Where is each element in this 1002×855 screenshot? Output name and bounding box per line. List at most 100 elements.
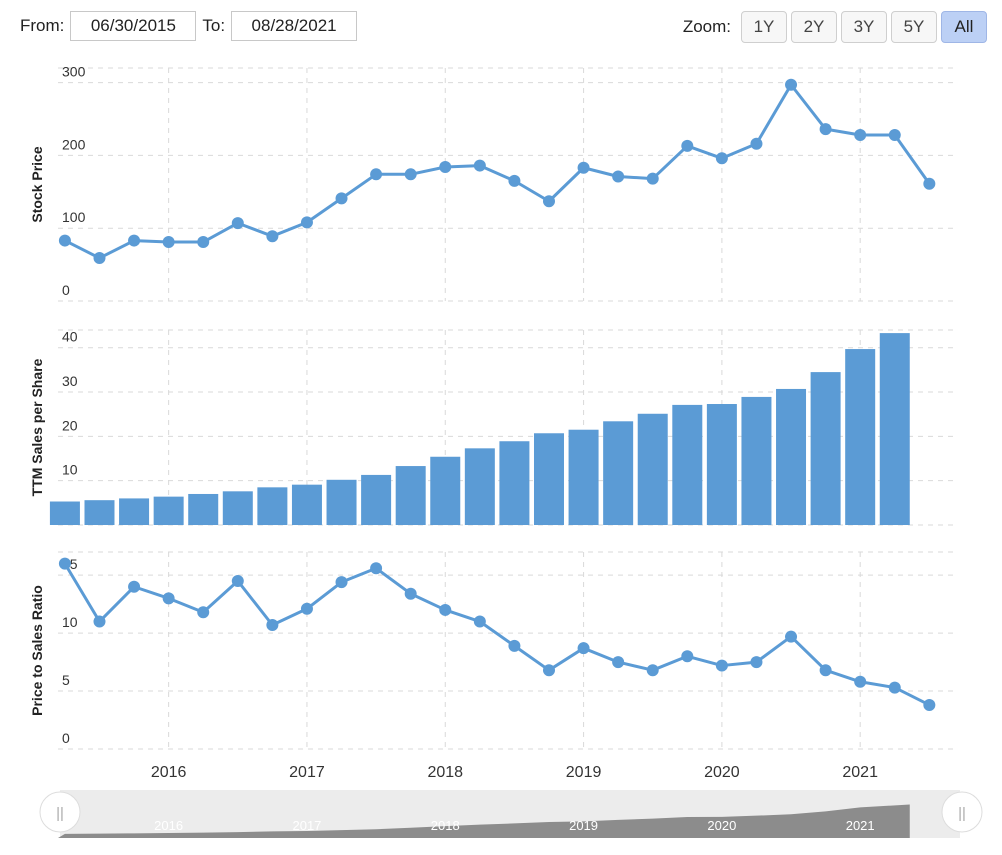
price-to-sales-point[interactable] <box>231 574 244 587</box>
stock-price-point[interactable] <box>439 161 452 174</box>
stock-price-point[interactable] <box>335 192 348 205</box>
sales-per-share-bar[interactable] <box>845 349 876 525</box>
zoom-all-button[interactable]: All <box>941 11 987 43</box>
sales-per-share-bar[interactable] <box>395 466 426 525</box>
sales-per-share-bar[interactable] <box>637 413 668 525</box>
sales-per-share-bar[interactable] <box>706 404 737 525</box>
sales-per-share-bar[interactable] <box>326 479 357 525</box>
x-tick-label: 2021 <box>842 764 878 781</box>
sales-per-share-bar[interactable] <box>257 487 288 525</box>
stock-price-point[interactable] <box>819 123 832 136</box>
price-to-sales-point[interactable] <box>612 656 625 669</box>
sales-per-share-bar[interactable] <box>430 456 461 525</box>
to-date-input[interactable] <box>231 11 358 41</box>
navigator-year-label: 2020 <box>707 818 736 833</box>
stock-price-point[interactable] <box>508 174 521 187</box>
sales-per-share-bar[interactable] <box>776 388 807 525</box>
navigator-left-handle[interactable]: || <box>39 791 81 833</box>
stock-price-point[interactable] <box>473 159 486 172</box>
price-to-sales-point[interactable] <box>404 587 417 600</box>
zoom-2y-button[interactable]: 2Y <box>791 11 837 43</box>
price-to-sales-point[interactable] <box>681 650 694 663</box>
sales-per-share-bar[interactable] <box>879 333 910 525</box>
stock-price-point[interactable] <box>750 137 763 150</box>
stock-price-point[interactable] <box>577 161 590 174</box>
price-to-sales-point[interactable] <box>58 557 71 570</box>
stock-price-point[interactable] <box>58 234 71 247</box>
navigator[interactable]: 2016 2017 2018 2019 2020 2021 || || <box>39 790 983 838</box>
stock-price-point[interactable] <box>681 139 694 152</box>
sales-per-share-bar[interactable] <box>49 501 80 525</box>
stock-price-point[interactable] <box>542 195 555 208</box>
price-to-sales-point[interactable] <box>577 642 590 655</box>
zoom-1y-button[interactable]: 1Y <box>741 11 787 43</box>
navigator-year-label: 2017 <box>292 818 321 833</box>
price-to-sales-point[interactable] <box>750 656 763 669</box>
stock-price-point[interactable] <box>128 234 141 247</box>
stock-price-point[interactable] <box>854 128 867 141</box>
price-to-sales-point[interactable] <box>439 603 452 616</box>
price-to-sales-y-tick-label: 10 <box>62 614 78 630</box>
price-to-sales-point[interactable] <box>266 619 279 632</box>
stock-price-point[interactable] <box>93 252 106 265</box>
price-to-sales-point[interactable] <box>923 698 936 711</box>
stock-price-point[interactable] <box>300 216 313 229</box>
stock-price-point[interactable] <box>612 170 625 183</box>
navigator-area <box>58 804 910 838</box>
sales-per-share-bar[interactable] <box>810 372 841 525</box>
price-to-sales-point[interactable] <box>854 675 867 688</box>
sales-per-share-bar[interactable] <box>603 421 634 525</box>
price-to-sales-point[interactable] <box>785 630 798 643</box>
stock-price-point[interactable] <box>231 217 244 230</box>
zoom-3y-button[interactable]: 3Y <box>841 11 887 43</box>
stock-price-point[interactable] <box>923 177 936 190</box>
sales-per-share-bar[interactable] <box>119 498 150 525</box>
price-to-sales-point[interactable] <box>819 664 832 677</box>
handle-knob[interactable] <box>39 791 81 833</box>
sales-per-share-bar[interactable] <box>568 429 599 525</box>
zoom-5y-button[interactable]: 5Y <box>891 11 937 43</box>
stock-price-series-line <box>64 83 931 260</box>
price-to-sales-point[interactable] <box>715 659 728 672</box>
sales-per-share-bar[interactable] <box>741 396 772 525</box>
stock-price-point[interactable] <box>266 230 279 243</box>
handle-knob[interactable] <box>941 791 983 833</box>
stock-price-point[interactable] <box>162 236 175 249</box>
stock-price-point[interactable] <box>888 128 901 141</box>
price-to-sales-point[interactable] <box>300 602 313 615</box>
sales-per-share-bar[interactable] <box>499 441 530 525</box>
sales-per-share-bar[interactable] <box>361 474 392 525</box>
sales-per-share-bar[interactable] <box>84 500 115 525</box>
sales-per-share-bar[interactable] <box>464 448 495 525</box>
stock-price-point[interactable] <box>197 236 210 249</box>
price-to-sales-point[interactable] <box>162 592 175 605</box>
sales-per-share-bar[interactable] <box>222 491 253 525</box>
sales-per-share-bar[interactable] <box>533 433 564 525</box>
sales-per-share-bar[interactable] <box>672 404 703 525</box>
from-date-input[interactable] <box>70 11 197 41</box>
price-to-sales-axis-title: Price to Sales Ratio <box>29 585 45 716</box>
price-to-sales-point[interactable] <box>508 639 521 652</box>
price-to-sales-point[interactable] <box>128 580 141 593</box>
stock-price-axis-title: Stock Price <box>29 146 45 222</box>
stock-price-point[interactable] <box>404 168 417 181</box>
price-to-sales-point[interactable] <box>888 681 901 694</box>
price-to-sales-point[interactable] <box>335 576 348 589</box>
stock-price-point[interactable] <box>785 78 798 91</box>
price-to-sales-point[interactable] <box>646 664 659 677</box>
sales-per-share-bar[interactable] <box>291 484 322 525</box>
drag-handle-icon: || <box>56 805 64 822</box>
price-to-sales-point[interactable] <box>93 615 106 628</box>
price-to-sales-point[interactable] <box>197 606 210 619</box>
stock-price-point[interactable] <box>715 152 728 165</box>
navigator-right-handle[interactable]: || <box>941 791 983 833</box>
stock-price-y-tick-label: 100 <box>62 209 86 225</box>
sales-per-share-bar[interactable] <box>188 493 219 525</box>
price-to-sales-point[interactable] <box>473 615 486 628</box>
sales-per-share-bar[interactable] <box>153 496 184 525</box>
price-to-sales-point[interactable] <box>542 664 555 677</box>
stock-price-point[interactable] <box>646 172 659 185</box>
price-to-sales-point[interactable] <box>370 562 383 575</box>
stock-price-point[interactable] <box>370 168 383 181</box>
sales-per-share-panel: 010203040TTM Sales per Share <box>29 329 957 526</box>
